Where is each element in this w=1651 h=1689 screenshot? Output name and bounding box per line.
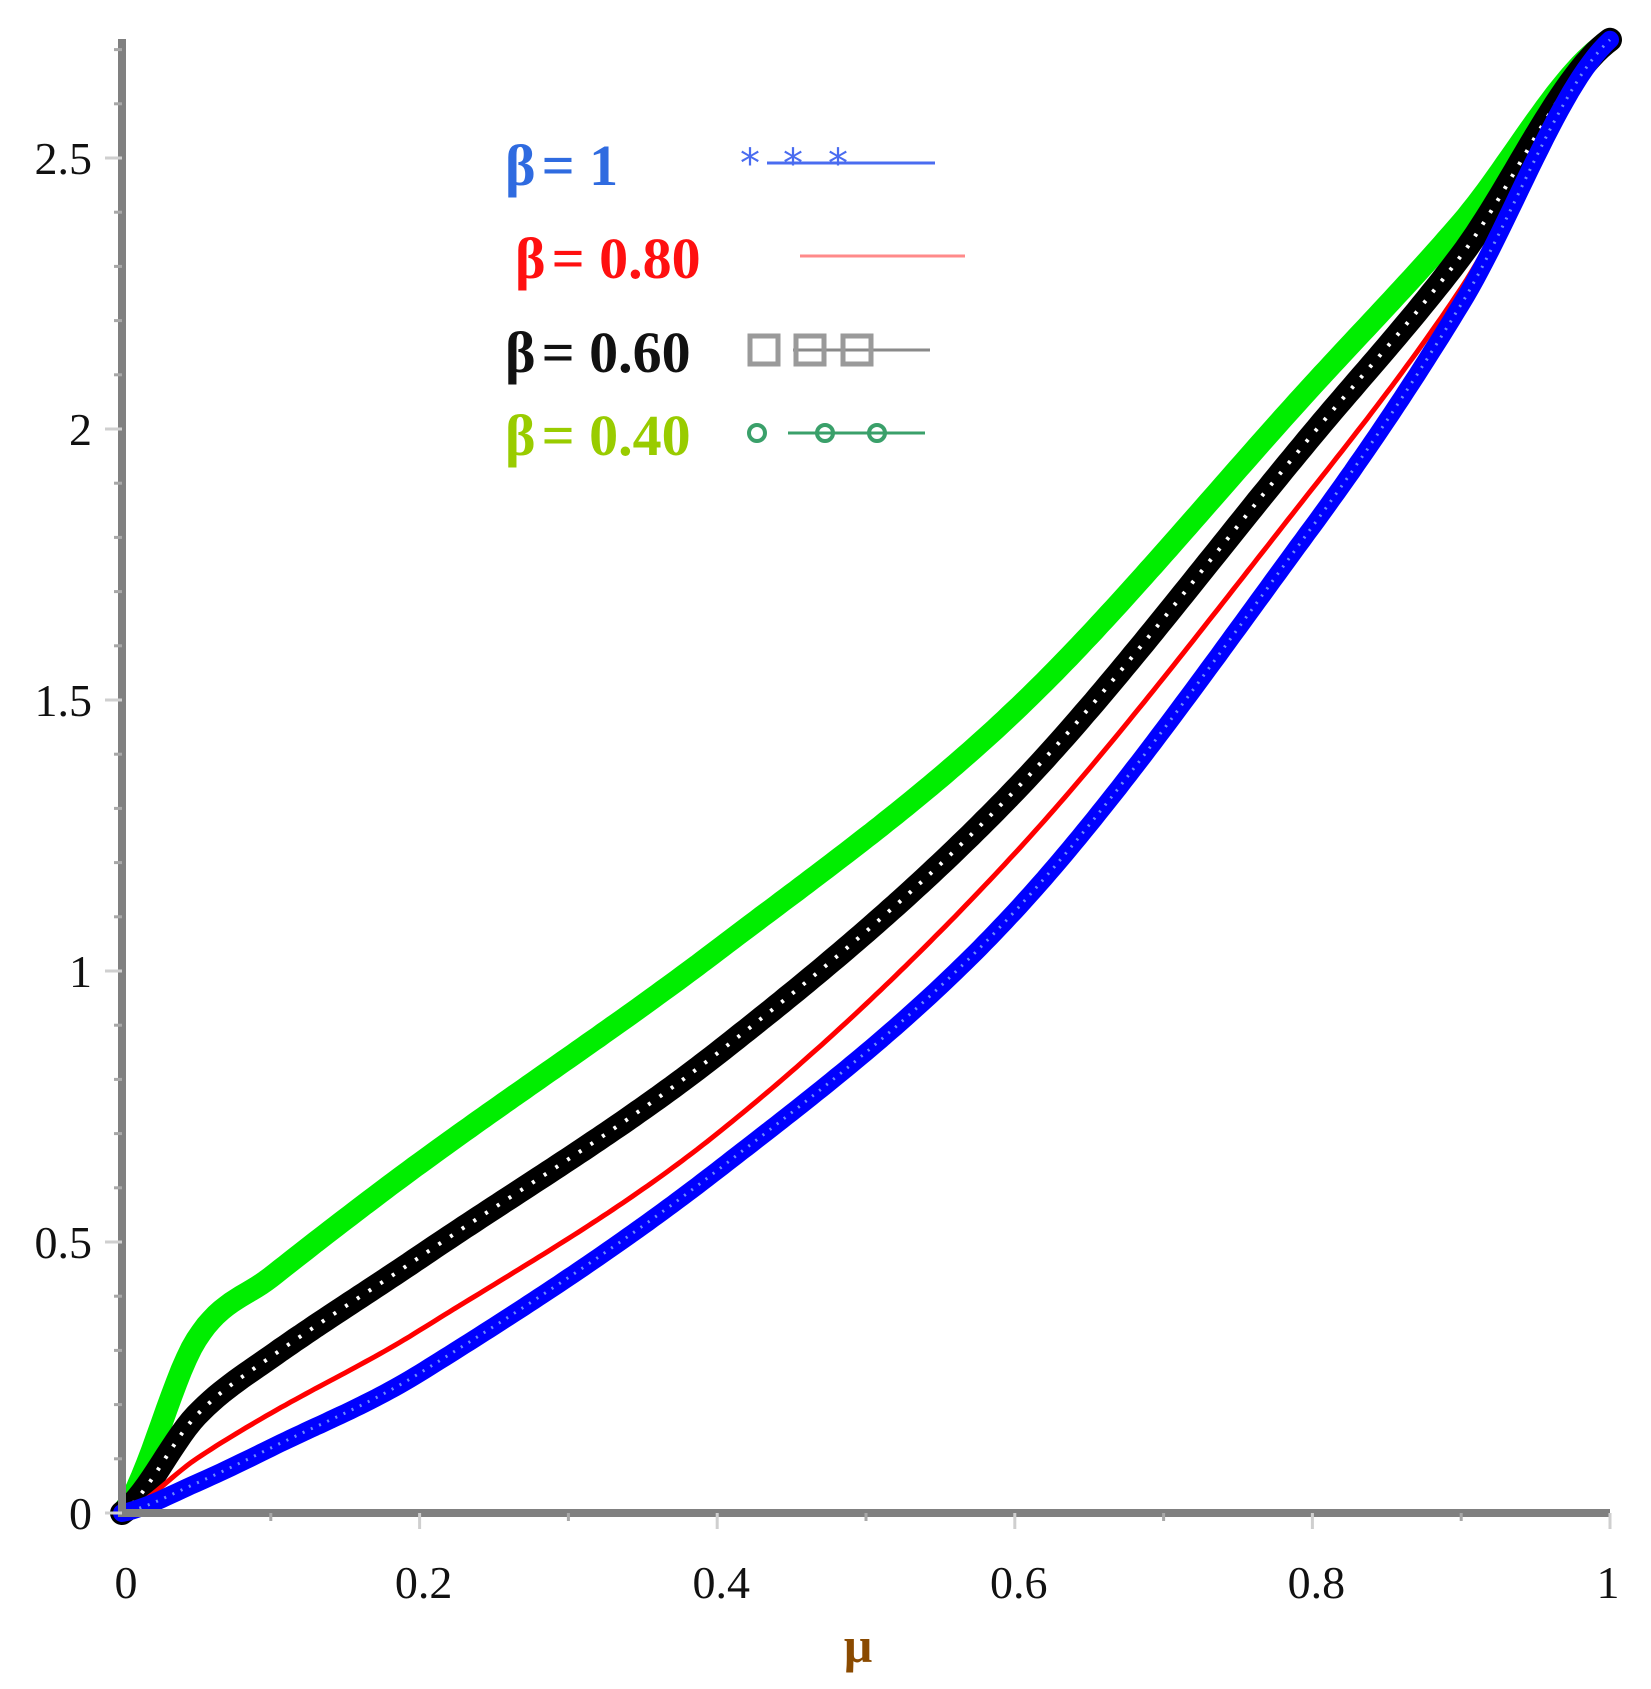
- y-tick-label: 0: [69, 1488, 92, 1539]
- legend-value: = 1: [542, 133, 619, 198]
- x-tick-label: 0.2: [395, 1557, 453, 1608]
- legend-value: = 0.40: [542, 403, 691, 468]
- series-1: [113, 30, 1619, 1522]
- curve-line: [121, 37, 1612, 1516]
- legend-label: β = 0.80: [515, 226, 701, 291]
- legend: β = 1 * * *β = 0.80β = 0.60β = 0.40: [505, 133, 965, 468]
- legend-value: = 0.80: [552, 226, 701, 291]
- legend-item: β = 0.80: [515, 226, 965, 291]
- asterisk-marker-texture: [121, 38, 1612, 1515]
- series-0.60: [110, 27, 1622, 1525]
- circle-marker-icon: [815, 423, 835, 443]
- square-marker-icon: [747, 333, 781, 367]
- x-tick-label: 0.4: [692, 1557, 750, 1608]
- series-0.40: [111, 28, 1621, 1524]
- circle-marker-icon: [747, 423, 767, 443]
- series-0.80: [121, 37, 1612, 1516]
- curve-line: [110, 27, 1622, 1525]
- y-tick-label: 1: [69, 946, 92, 997]
- x-tick-label: 0: [115, 1557, 138, 1608]
- legend-label: β = 0.40: [505, 403, 691, 468]
- x-axis-label: μ: [844, 1617, 872, 1673]
- x-tick-label: 1: [1597, 1557, 1620, 1608]
- x-tick-label: 0.8: [1288, 1557, 1346, 1608]
- square-marker-icon: [793, 333, 827, 367]
- legend-value: = 0.60: [542, 320, 691, 385]
- legend-item: β = 0.40: [505, 403, 925, 468]
- circle-marker-icon: [867, 423, 887, 443]
- y-tick-label: 2: [69, 404, 92, 455]
- beta-symbol: β: [505, 403, 536, 468]
- asterisk-marker-icon: *: [740, 141, 760, 187]
- legend-item: β = 0.60: [505, 320, 930, 385]
- legend-label: β = 0.60: [505, 320, 691, 385]
- asterisk-marker-icon: *: [783, 141, 803, 187]
- beta-symbol: β: [505, 320, 536, 385]
- beta-symbol: β: [505, 133, 536, 198]
- axes: 0 0.5 1 1.5 2 2.5 0 0.2 0.4 0.6 0.8 1: [35, 39, 1620, 1608]
- square-marker-icon: [840, 333, 874, 367]
- curve-line: [113, 30, 1619, 1522]
- legend-item: β = 1 * * *: [505, 133, 935, 198]
- y-tick-label: 2.5: [35, 133, 93, 184]
- x-tick-label: 0.6: [990, 1557, 1048, 1608]
- y-tick-label: 1.5: [35, 675, 93, 726]
- asterisk-marker-icon: *: [828, 141, 848, 187]
- square-marker-holes: [120, 38, 1612, 1515]
- y-tick-label: 0.5: [35, 1217, 93, 1268]
- legend-label: β = 1: [505, 133, 618, 198]
- plot-area: [110, 27, 1622, 1525]
- curve-line: [111, 28, 1621, 1524]
- beta-symbol: β: [515, 226, 546, 291]
